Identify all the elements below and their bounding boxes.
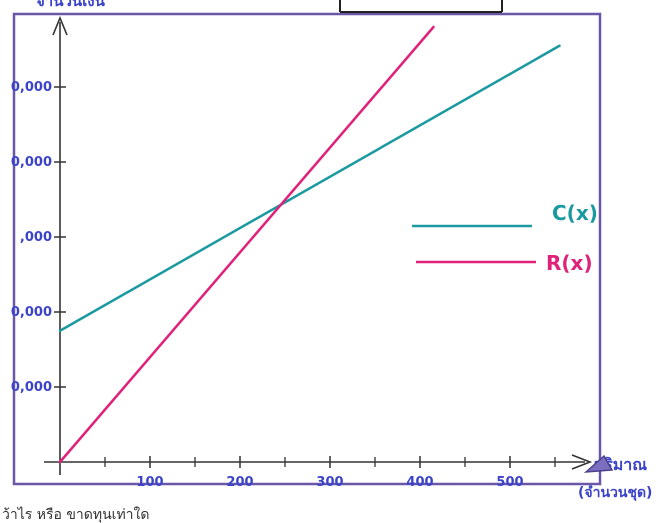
chart-frame — [12, 12, 602, 486]
bottom-caption: ว้าไร หรือ ขาดทุนเท่าใด — [2, 506, 149, 523]
series-line-rx — [58, 25, 435, 464]
x-tick-label: 300 — [316, 475, 343, 490]
x-axis-arrow — [571, 454, 593, 470]
pen-mark-icon — [583, 454, 614, 473]
x-tick-label: 400 — [406, 475, 433, 490]
y-tick-label: 0,000 — [11, 380, 52, 395]
y-tick-label: 0,000 — [11, 305, 52, 320]
x-tick-label: 200 — [226, 475, 253, 490]
legend-label-r: R(x) — [546, 251, 593, 275]
x-axis — [44, 454, 593, 470]
x-axis-subtitle: (จำนวนชุด) — [578, 485, 652, 501]
series-layer — [58, 25, 561, 464]
series-line-cx — [58, 44, 561, 332]
legend: C(x) R(x) — [412, 201, 598, 275]
y-axis-arrow — [52, 15, 68, 36]
y-ticks: 0,000 0,000 ,000 0,000 0,000 — [11, 80, 66, 395]
x-tick-label: 500 — [496, 475, 523, 490]
y-tick-label: 0,000 — [11, 155, 52, 170]
y-tick-label: ,000 — [20, 230, 52, 245]
y-tick-label: 0,000 — [11, 80, 52, 95]
y-axis — [52, 15, 68, 475]
y-axis-title: จำนวนเงิน — [36, 0, 106, 10]
legend-label-c: C(x) — [552, 201, 598, 225]
x-tick-label: 100 — [136, 475, 163, 490]
x-ticks: 100 200 300 400 500 — [104, 456, 556, 490]
